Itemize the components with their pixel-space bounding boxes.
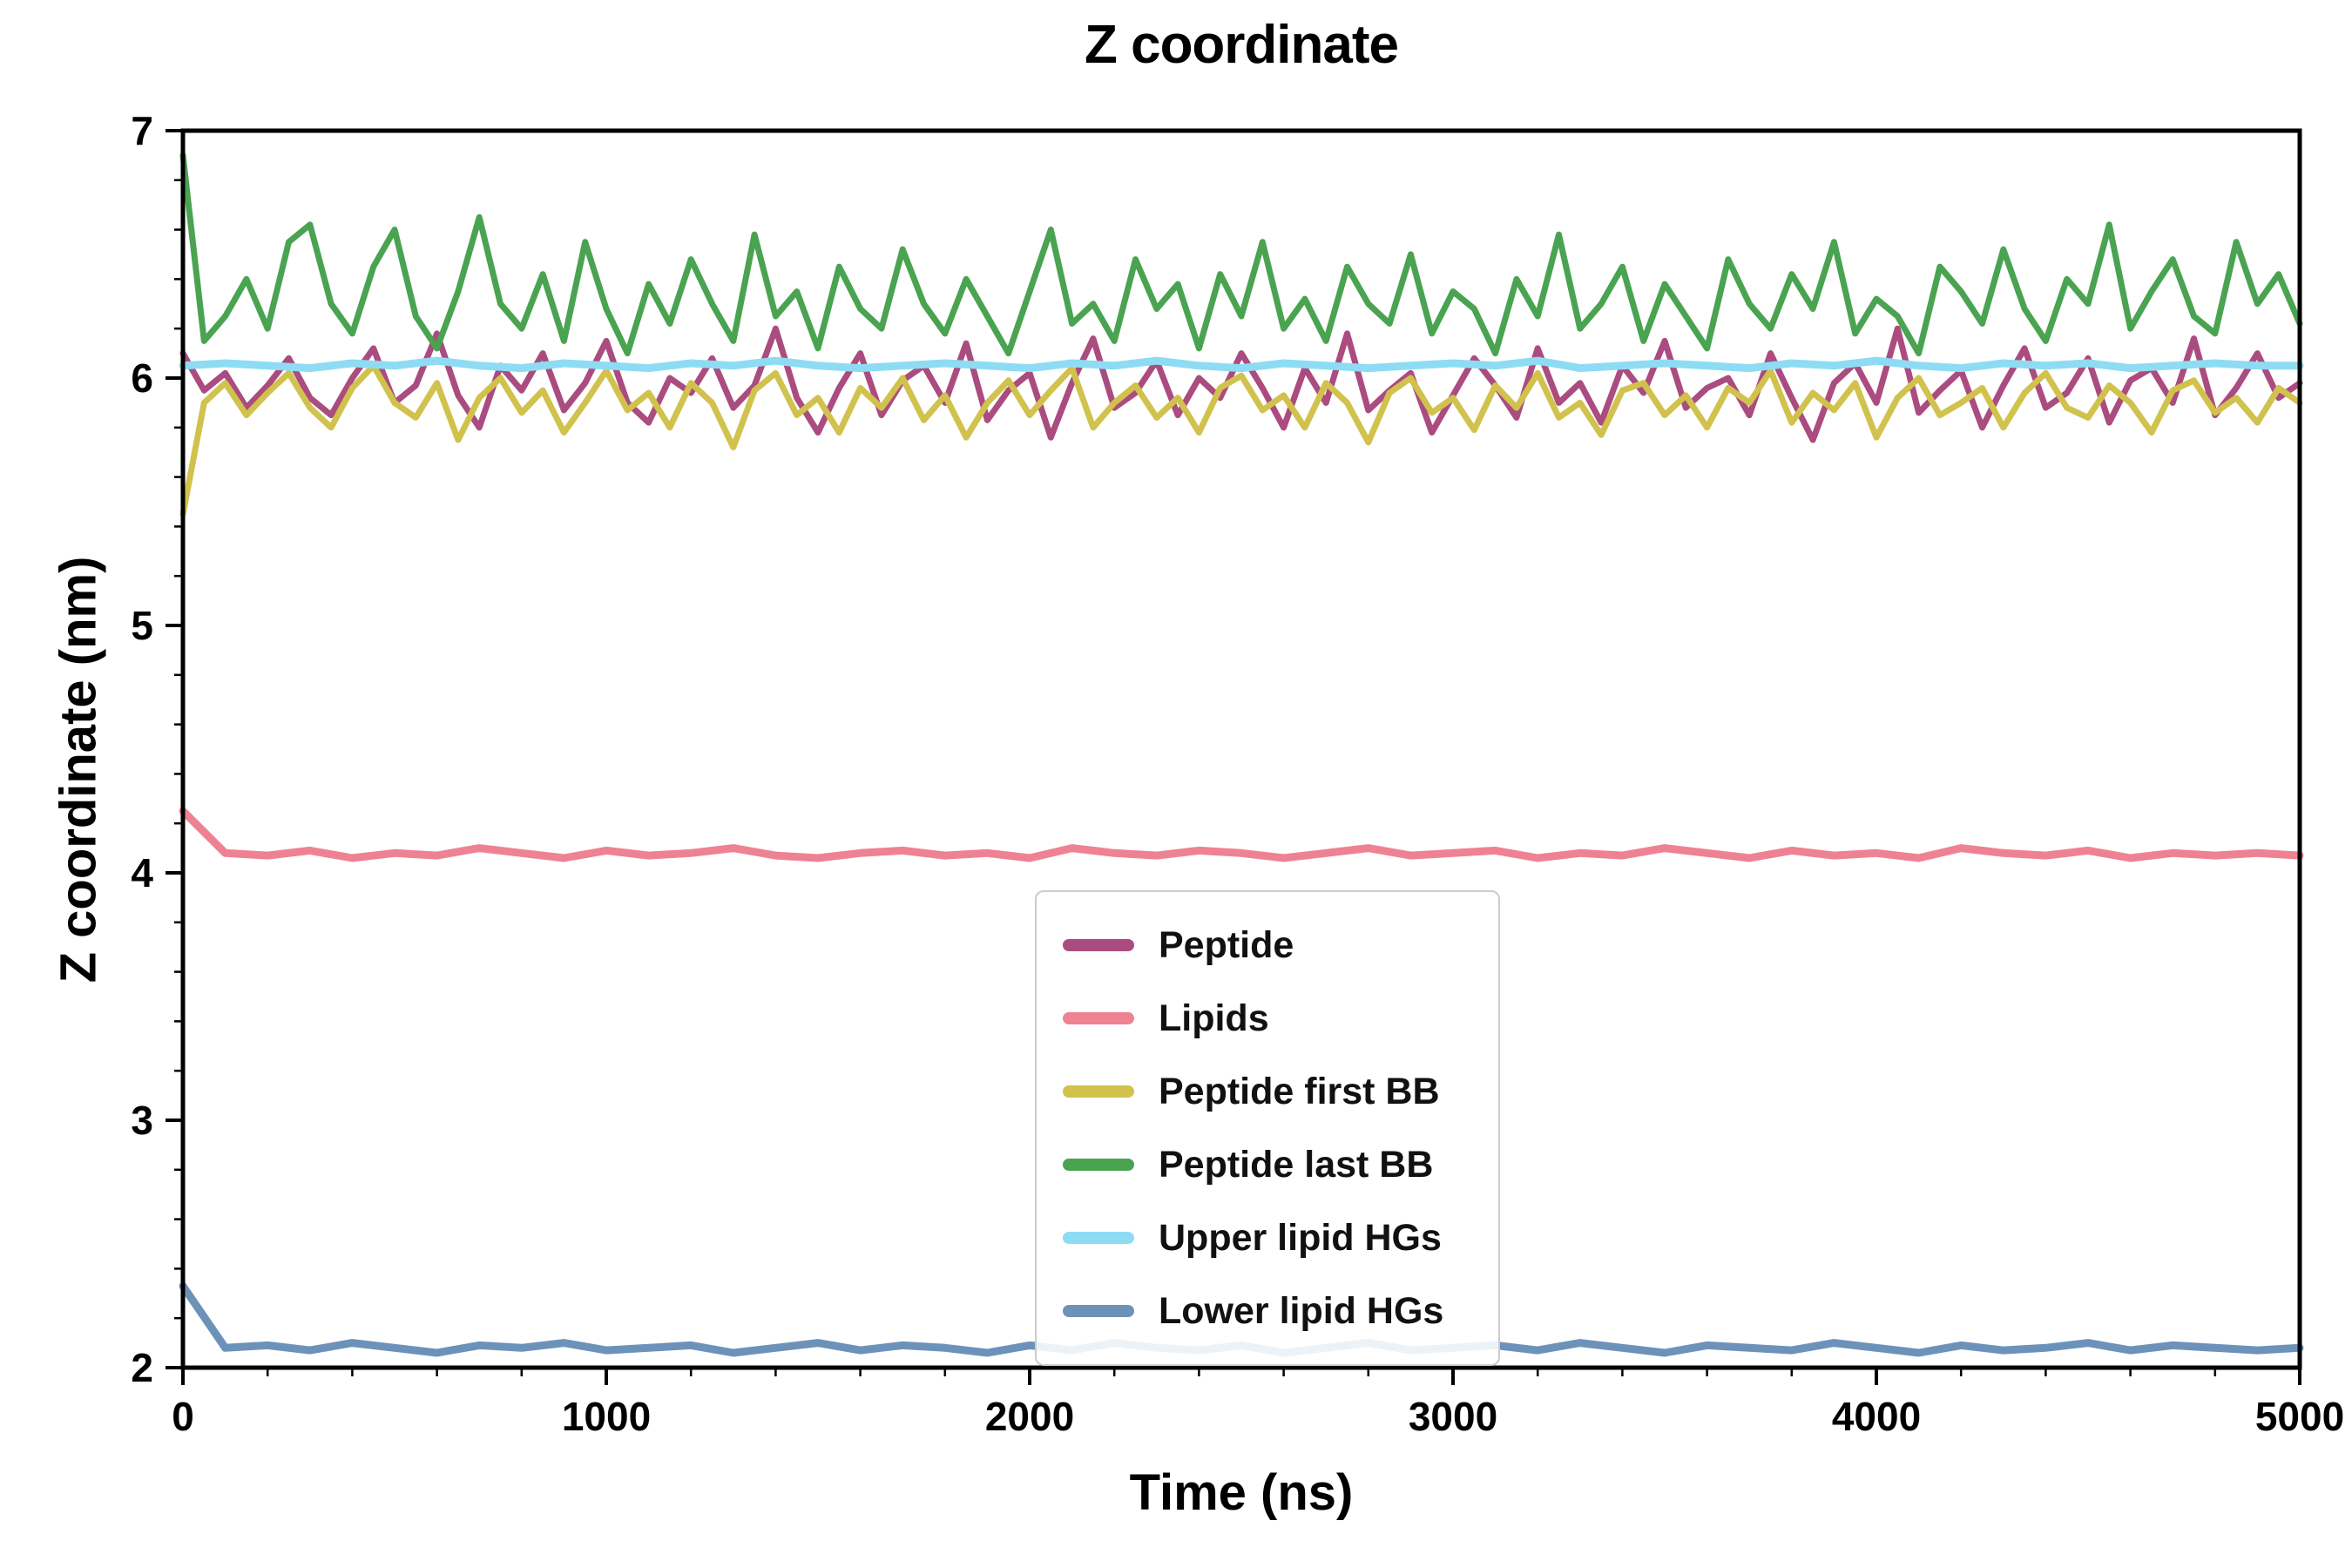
- x-tick-label: 1000: [562, 1394, 651, 1439]
- legend-label-lipids: Lipids: [1159, 997, 1269, 1039]
- legend-label-peptide-last-bb: Peptide last BB: [1159, 1143, 1434, 1186]
- series-line-peptide: [179, 325, 2303, 443]
- x-tick-label: 5000: [2255, 1394, 2344, 1439]
- legend-swatch-peptide: [1063, 939, 1134, 951]
- y-tick-label: 6: [131, 355, 153, 401]
- legend-label-peptide-first-bb: Peptide first BB: [1159, 1070, 1440, 1112]
- y-tick-label: 5: [131, 603, 153, 648]
- legend-swatch-upper-lipid-hgs: [1063, 1232, 1134, 1244]
- series-line-peptide-first-bb: [179, 362, 2303, 517]
- legend-label-peptide: Peptide: [1159, 923, 1294, 966]
- legend-swatch-lower-lipid-hgs: [1063, 1305, 1134, 1317]
- y-tick-label: 7: [131, 108, 153, 153]
- legend-item-peptide-last-bb: Peptide last BB: [1063, 1129, 1472, 1200]
- legend-item-lower-lipid-hgs: Lower lipid HGs: [1063, 1275, 1472, 1347]
- legend-swatch-lipids: [1063, 1012, 1134, 1024]
- series-line-peptide-last-bb: [179, 152, 2303, 357]
- legend-item-lipids: Lipids: [1063, 983, 1472, 1054]
- y-tick-label: 4: [131, 850, 153, 896]
- series-line-lipids: [179, 807, 2304, 862]
- plot-border: [180, 128, 2302, 1370]
- x-tick-label: 4000: [1832, 1394, 1921, 1439]
- legend-label-lower-lipid-hgs: Lower lipid HGs: [1159, 1289, 1444, 1332]
- legend-item-peptide-first-bb: Peptide first BB: [1063, 1056, 1472, 1127]
- legend-swatch-peptide-last-bb: [1063, 1159, 1134, 1171]
- legend-item-upper-lipid-hgs: Upper lipid HGs: [1063, 1202, 1472, 1274]
- chart-title: Z coordinate: [1084, 15, 1399, 75]
- legend-item-peptide: Peptide: [1063, 909, 1472, 981]
- x-tick-label: 0: [172, 1394, 194, 1439]
- legend-swatch-peptide-first-bb: [1063, 1085, 1134, 1098]
- legend-label-upper-lipid-hgs: Upper lipid HGs: [1159, 1216, 1442, 1259]
- x-axis-label: Time (ns): [1129, 1464, 1354, 1521]
- legend: Peptide Lipids Peptide first BB Peptide las…: [1035, 890, 1500, 1366]
- y-tick-label: 2: [131, 1345, 153, 1390]
- series-line-upper-lipid-hgs: [179, 356, 2304, 373]
- x-tick-label: 2000: [985, 1394, 1074, 1439]
- y-tick-label: 3: [131, 1098, 153, 1143]
- x-tick-label: 3000: [1409, 1394, 1497, 1439]
